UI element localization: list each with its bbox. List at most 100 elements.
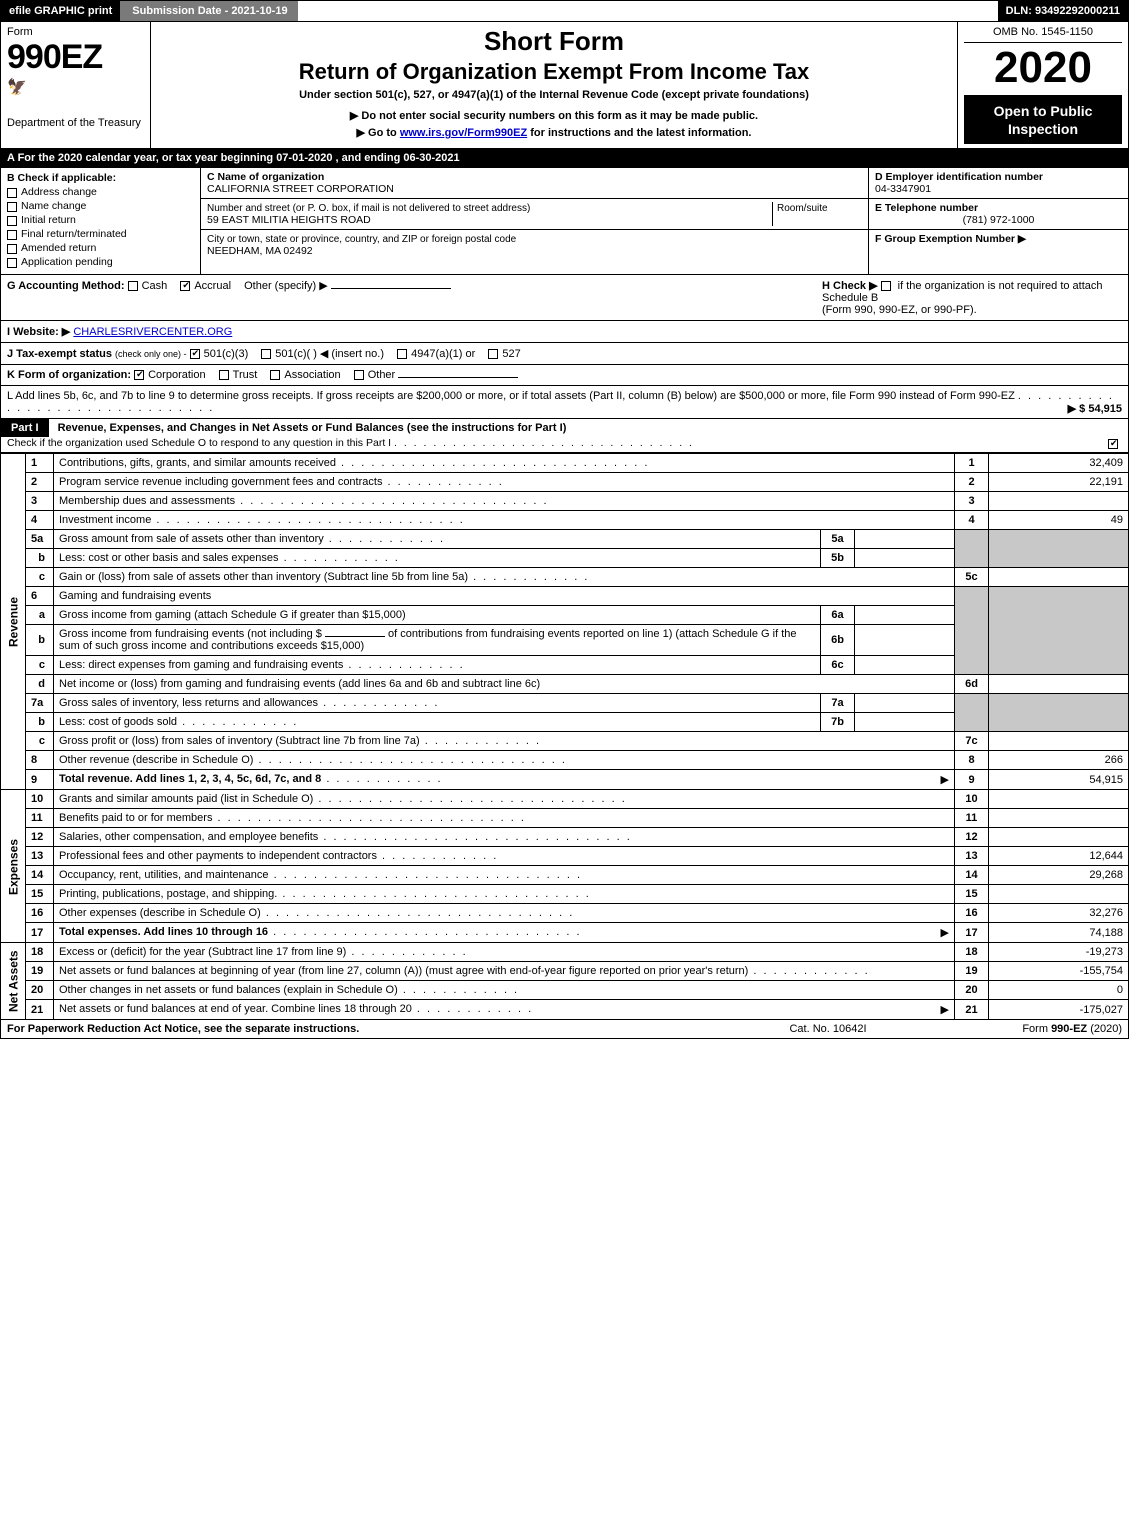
irs-link[interactable]: www.irs.gov/Form990EZ xyxy=(400,127,527,139)
chk-corporation[interactable] xyxy=(134,370,144,380)
dots xyxy=(748,965,869,977)
line-num: b xyxy=(26,549,54,568)
chk-other-org[interactable] xyxy=(354,370,364,380)
dots xyxy=(412,1003,533,1015)
line-num: 17 xyxy=(26,923,54,943)
line-num: 11 xyxy=(26,809,54,828)
chk-501c3[interactable] xyxy=(190,349,200,359)
line-no-cell: 13 xyxy=(955,847,989,866)
line-desc: Less: cost or other basis and sales expe… xyxy=(59,552,279,564)
line-no-cell: 4 xyxy=(955,511,989,530)
chk-4947[interactable] xyxy=(397,349,407,359)
dots xyxy=(261,907,574,919)
line-num: 2 xyxy=(26,473,54,492)
chk-final-return[interactable] xyxy=(7,230,17,240)
box-value xyxy=(855,606,955,625)
line-desc: Grants and similar amounts paid (list in… xyxy=(59,793,313,805)
line-no-cell: 9 xyxy=(955,770,989,790)
box-value xyxy=(855,530,955,549)
top-bar: efile GRAPHIC print Submission Date - 20… xyxy=(0,0,1129,22)
chk-501c[interactable] xyxy=(261,349,271,359)
lbl-501c3: 501(c)(3) xyxy=(204,348,249,360)
efile-print-button[interactable]: efile GRAPHIC print xyxy=(1,1,122,21)
lbl-corporation: Corporation xyxy=(148,369,205,381)
line-desc: Total revenue. Add lines 1, 2, 3, 4, 5c,… xyxy=(59,773,321,785)
dots xyxy=(235,495,548,507)
website-link[interactable]: CHARLESRIVERCENTER.ORG xyxy=(73,326,232,338)
line-desc: Gaming and fundraising events xyxy=(59,590,211,602)
dots xyxy=(313,793,626,805)
chk-527[interactable] xyxy=(488,349,498,359)
contrib-amount-input[interactable] xyxy=(325,636,385,637)
chk-h[interactable] xyxy=(881,281,891,291)
chk-cash[interactable] xyxy=(128,281,138,291)
phone-value: (781) 972-1000 xyxy=(875,214,1122,226)
table-row: 13 Professional fees and other payments … xyxy=(1,847,1129,866)
revenue-section-label: Revenue xyxy=(1,454,26,790)
other-method-input[interactable] xyxy=(331,288,451,289)
lbl-cash: Cash xyxy=(142,280,168,292)
line-num: 12 xyxy=(26,828,54,847)
table-row: 7a Gross sales of inventory, less return… xyxy=(1,694,1129,713)
line-amount: 54,915 xyxy=(989,770,1129,790)
line-num: 15 xyxy=(26,885,54,904)
chk-initial-return[interactable] xyxy=(7,216,17,226)
chk-trust[interactable] xyxy=(219,370,229,380)
line-amount: 32,276 xyxy=(989,904,1129,923)
line-no-cell: 20 xyxy=(955,981,989,1000)
header-left: Form 990EZ 🦅 Department of the Treasury xyxy=(1,22,151,148)
ein-value: 04-3347901 xyxy=(875,183,931,195)
box-value xyxy=(855,694,955,713)
department-label: Department of the Treasury xyxy=(7,117,144,129)
dots xyxy=(398,984,519,996)
lbl-amended-return: Amended return xyxy=(21,242,96,254)
lbl-initial-return: Initial return xyxy=(21,214,76,226)
table-row: 6 Gaming and fundraising events xyxy=(1,587,1129,606)
chk-address-change[interactable] xyxy=(7,188,17,198)
other-org-input[interactable] xyxy=(398,377,518,378)
do-not-enter-text: ▶ Do not enter social security numbers o… xyxy=(157,109,951,122)
section-def: D Employer identification number 04-3347… xyxy=(868,168,1128,274)
line-desc: Other revenue (describe in Schedule O) xyxy=(59,754,253,766)
c-label: C Name of organization xyxy=(207,171,324,183)
h-sub: (Form 990, 990-EZ, or 990-PF). xyxy=(822,304,977,316)
shaded-cell xyxy=(989,694,1129,732)
dots xyxy=(269,869,582,881)
table-row: c Gain or (loss) from sale of assets oth… xyxy=(1,568,1129,587)
chk-name-change[interactable] xyxy=(7,202,17,212)
line-desc: Other expenses (describe in Schedule O) xyxy=(59,907,261,919)
chk-amended-return[interactable] xyxy=(7,244,17,254)
line-amount: 74,188 xyxy=(989,923,1129,943)
line-desc: Less: cost of goods sold xyxy=(59,716,177,728)
table-row: 20 Other changes in net assets or fund b… xyxy=(1,981,1129,1000)
dots xyxy=(346,946,467,958)
footer-right-bold: 990-EZ xyxy=(1051,1023,1087,1035)
dots xyxy=(253,754,566,766)
table-row: 8 Other revenue (describe in Schedule O)… xyxy=(1,751,1129,770)
section-gh: G Accounting Method: Cash Accrual Other … xyxy=(0,275,1129,321)
line-desc: Total expenses. Add lines 10 through 16 xyxy=(59,926,268,938)
chk-schedule-o-part1[interactable] xyxy=(1108,439,1118,449)
dots xyxy=(318,697,439,709)
line-num: 19 xyxy=(26,962,54,981)
line-num: 10 xyxy=(26,790,54,809)
chk-accrual[interactable] xyxy=(180,281,190,291)
lines-table: Revenue 1 Contributions, gifts, grants, … xyxy=(0,453,1129,1020)
room-label: Room/suite xyxy=(777,203,828,214)
chk-association[interactable] xyxy=(270,370,280,380)
line-no-cell: 14 xyxy=(955,866,989,885)
line-no-cell: 7c xyxy=(955,732,989,751)
dots xyxy=(468,571,589,583)
form-subtitle: Return of Organization Exempt From Incom… xyxy=(157,59,951,85)
dots xyxy=(336,457,649,469)
line-num: 5a xyxy=(26,530,54,549)
chk-application-pending[interactable] xyxy=(7,258,17,268)
line-num: a xyxy=(26,606,54,625)
line-desc: Gross income from gaming (attach Schedul… xyxy=(59,609,406,621)
line-num: c xyxy=(26,732,54,751)
line-no-cell: 21 xyxy=(955,1000,989,1020)
line-desc: Gross sales of inventory, less returns a… xyxy=(59,697,318,709)
line-desc: Gross amount from sale of assets other t… xyxy=(59,533,324,545)
shaded-cell xyxy=(955,530,989,568)
open-to-public: Open to Public Inspection xyxy=(964,96,1122,144)
